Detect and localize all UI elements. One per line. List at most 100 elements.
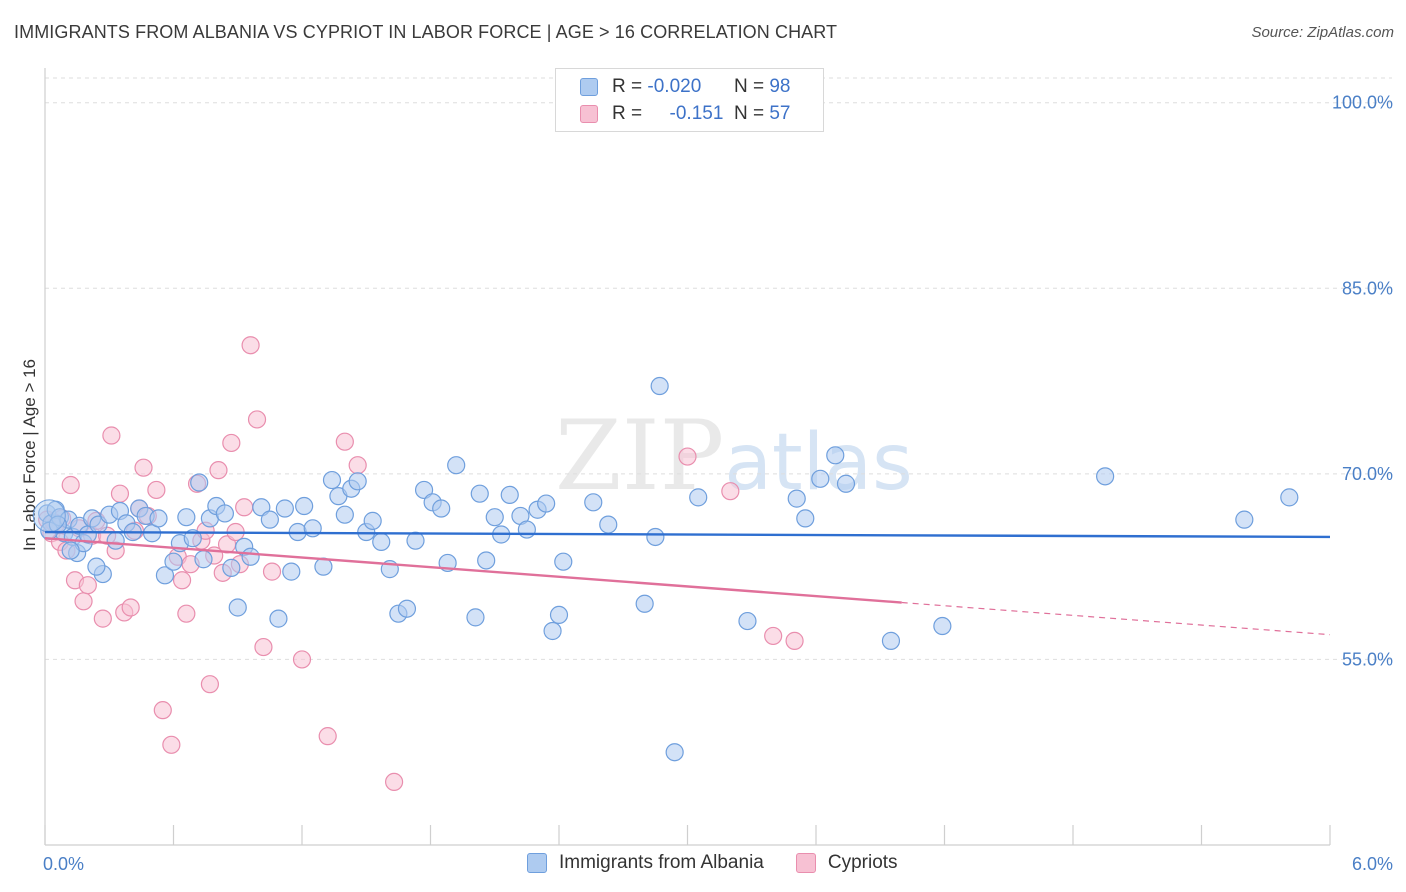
albania-point [500,485,519,505]
albania-point [599,515,618,534]
albania-point [477,551,496,570]
cypriots-point [147,480,166,500]
cypriots-point [177,604,196,623]
y-tick-label: 70.0% [1342,464,1393,484]
albania-point [635,594,654,613]
cypriots-point [93,609,112,628]
albania-point [447,456,466,475]
cypriots-point [678,447,697,466]
albania-point [363,511,382,530]
albania-point [646,527,665,547]
cypriots-point [235,498,254,517]
albania-cluster-point [32,499,66,533]
albania-point [228,598,247,617]
albania-point [194,550,213,569]
cypriots-point [61,475,80,495]
cypriots-point [348,456,367,475]
albania-point [183,529,202,548]
tick-labels: 55.0% 70.0% 85.0% 100.0% 0.0% 6.0% [43,93,1393,874]
albania-point [432,499,451,518]
albania-point [881,631,901,650]
cypriots-point [200,675,220,694]
albania-point [322,470,342,490]
albania-point [933,616,952,636]
cypriots-point [102,426,121,445]
albania-point [149,509,168,528]
cypriots-point [172,571,192,590]
albania-point [1280,488,1299,507]
x-tick-label-min: 0.0% [43,854,84,874]
cypriots-point [121,598,140,617]
albania-point [106,531,125,550]
cypriots-point [384,772,404,792]
albania-point [397,599,417,618]
cypriots-point [335,432,354,451]
albania-point [275,499,294,518]
cypriots-point [254,637,273,657]
albania-point [177,508,196,527]
legend-row-albania: R = -0.020 N = 98 [580,74,790,100]
cypriots-points [38,336,804,792]
cypriots-point [318,727,337,746]
cypriots-trend-extension [901,601,1331,636]
albania-point [241,547,260,566]
albania-point [650,376,669,396]
albania-point [537,494,556,513]
albania-point [282,562,301,581]
x-tick-label-max: 6.0% [1352,854,1393,874]
albania-point [470,484,489,503]
cypriots-point [721,482,740,501]
albania-point [787,489,806,508]
albania-point [1235,510,1254,529]
albania-point [190,473,209,492]
legend-swatch-cypriots [795,853,816,873]
cypriots-point [153,701,172,720]
albania-point [252,498,271,517]
albania-point [61,541,80,560]
axes [44,68,1331,846]
legend-label-albania: Immigrants from Albania [559,852,764,873]
albania-point [215,504,234,523]
legend-r-value-albania: -0.020 [647,76,702,97]
legend-swatch-blue [580,78,598,96]
series-legend: Immigrants from Albania Cypriots [527,852,898,874]
y-tick-label: 55.0% [1342,649,1393,669]
albania-point [543,621,562,641]
cypriots-point [74,592,93,611]
albania-point [222,558,241,577]
albania-point [406,531,425,550]
albania-point [414,480,434,500]
albania-point [372,532,391,552]
albania-point [549,605,569,625]
albania-point [348,472,367,491]
watermark-atlas: atlas [724,418,913,508]
albania-trend-line [44,530,1331,539]
albania-point [335,505,354,524]
albania-point [584,493,603,512]
trend-lines [44,530,1331,636]
cypriots-point [222,433,241,453]
legend-n-value-cypriots: 57 [769,103,791,124]
legend-label-cypriots: Cypriots [827,852,898,873]
legend-swatch-albania [527,853,547,873]
albania-point [1096,467,1115,486]
legend-r-label: R = [612,76,643,97]
albania-point [836,474,856,493]
stats-legend: R = -0.020 N = 98 R = -0.151 N = 57 [555,68,824,132]
cypriots-point [110,484,130,503]
y-tick-label: 100.0% [1332,93,1393,113]
cypriots-point [209,461,228,480]
albania-point [260,510,279,529]
legend-row-cypriots: R = -0.151 N = 57 [580,101,790,127]
chart-title: IMMIGRANTS FROM ALBANIA VS CYPRIOT IN LA… [14,22,838,42]
albania-point [466,608,485,627]
cypriots-point [292,650,312,669]
cypriots-point [785,631,804,650]
albania-point [269,609,288,628]
cypriots-point [764,626,783,646]
legend-n-value-albania: 98 [769,76,791,97]
cypriots-point [134,458,153,477]
albania-point [796,509,815,528]
y-tick-label: 85.0% [1342,278,1393,298]
